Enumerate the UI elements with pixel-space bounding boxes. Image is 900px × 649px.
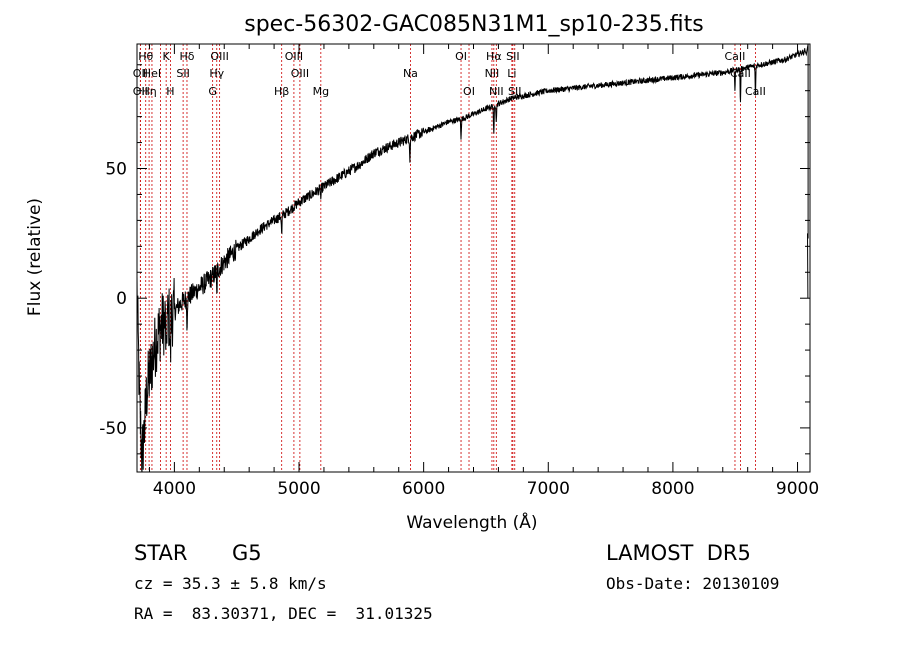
x-tick-label: 5000 [277,479,320,499]
x-tick-label: 6000 [402,479,445,499]
object-class: STAR [134,541,188,565]
y-tick-label: 50 [105,160,127,180]
line-marker-label: Li [507,67,516,80]
coordinates: RA = 83.30371, DEC = 31.01325 [134,604,433,623]
line-marker-label: OI [463,85,475,98]
redshift-cz: cz = 35.3 ± 5.8 km/s [134,574,327,593]
chart-title: spec-56302-GAC085N31M1_sp10-235.fits [244,12,704,37]
line-marker-label: Hβ [274,85,289,98]
x-tick-label: 9000 [776,479,819,499]
line-marker-label: OI [455,50,467,63]
line-markers [139,44,756,472]
line-marker-label: Hθ [138,50,153,63]
line-marker-label: K [163,50,171,63]
line-marker-label: Hα [486,50,502,63]
y-axis-ticks: -50 0 50 [99,64,810,455]
line-marker-label: OIII [285,50,303,63]
line-marker-label: SII [506,50,519,63]
line-marker-label: Na [403,67,418,80]
survey-name: LAMOST DR5 [606,541,751,565]
plot-frame [136,43,811,473]
y-tick-label: 0 [116,289,127,309]
line-marker-labels: OIIOIIHθHηHeIKHSIIHδHγGOIIIHβOIIIOIIIMgN… [133,50,766,98]
line-marker-label: CaII [725,50,746,63]
line-marker-label: OIII [291,67,309,80]
y-axis-label: Flux (relative) [25,198,45,316]
line-marker-label: OIII [210,50,228,63]
line-marker-label: SII [176,67,189,80]
line-marker-label: SII [508,85,521,98]
x-tick-label: 8000 [651,479,694,499]
line-marker-label: NII [485,67,500,80]
x-tick-label: 7000 [527,479,570,499]
x-axis-label: Wavelength (Å) [406,511,537,533]
object-subclass: G5 [232,541,262,565]
line-marker-label: Hγ [209,67,224,80]
x-axis-ticks: 4000 5000 6000 7000 8000 9000 [148,44,819,499]
observation-date: Obs-Date: 20130109 [606,574,780,593]
spectrum-line [136,43,809,473]
line-marker-label: NII [489,85,504,98]
line-marker-label: G [208,85,217,98]
line-marker-label: Mg [313,85,329,98]
line-marker-label: HeI [143,67,161,80]
x-tick-label: 4000 [153,479,196,499]
y-tick-label: -50 [99,419,127,439]
line-marker-label: H [166,85,174,98]
line-marker-label: Hδ [179,50,194,63]
line-marker-label: Hη [141,85,156,98]
